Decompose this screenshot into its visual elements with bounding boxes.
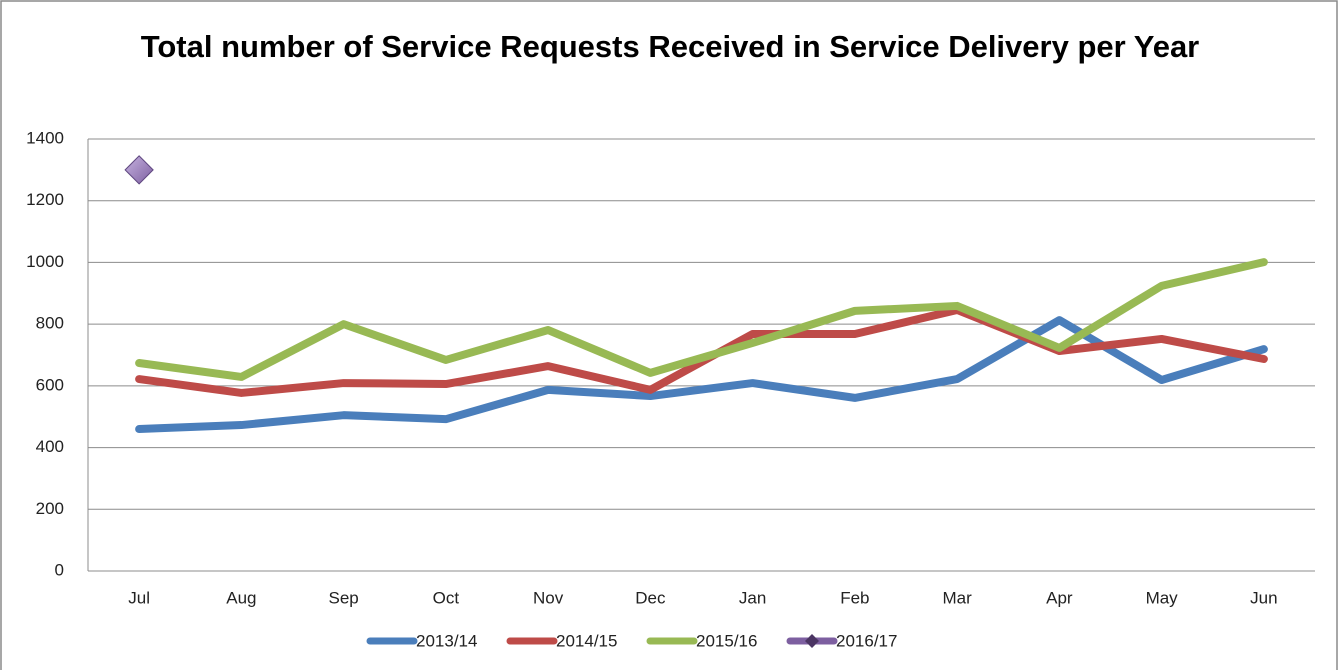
x-tick-label: Jul bbox=[128, 588, 150, 607]
x-tick-label: Sep bbox=[329, 588, 359, 607]
legend-label: 2014/15 bbox=[556, 631, 617, 650]
legend-marker bbox=[805, 634, 819, 648]
x-tick-label: Feb bbox=[840, 588, 869, 607]
y-tick-label: 0 bbox=[55, 560, 64, 579]
x-tick-label: Apr bbox=[1046, 588, 1073, 607]
x-tick-label: May bbox=[1146, 588, 1179, 607]
y-tick-label: 1400 bbox=[26, 128, 64, 147]
x-tick-label: Oct bbox=[433, 588, 460, 607]
chart-title: Total number of Service Requests Receive… bbox=[140, 29, 1200, 64]
y-tick-label: 1000 bbox=[26, 252, 64, 271]
y-tick-label: 200 bbox=[36, 499, 64, 518]
x-tick-label: Nov bbox=[533, 588, 564, 607]
legend-label: 2016/17 bbox=[836, 631, 897, 650]
legend-label: 2015/16 bbox=[696, 631, 757, 650]
x-tick-label: Aug bbox=[226, 588, 256, 607]
x-tick-label: Jun bbox=[1250, 588, 1277, 607]
x-tick-label: Mar bbox=[942, 588, 972, 607]
y-tick-label: 400 bbox=[36, 437, 64, 456]
y-tick-label: 1200 bbox=[26, 190, 64, 209]
diamond-marker bbox=[124, 155, 154, 185]
y-tick-label: 800 bbox=[36, 314, 64, 333]
series-line bbox=[135, 316, 1268, 434]
x-tick-label: Jan bbox=[739, 588, 766, 607]
y-tick-label: 600 bbox=[36, 375, 64, 394]
series-line bbox=[135, 258, 1268, 381]
legend-label: 2013/14 bbox=[416, 631, 477, 650]
x-tick-label: Dec bbox=[635, 588, 666, 607]
